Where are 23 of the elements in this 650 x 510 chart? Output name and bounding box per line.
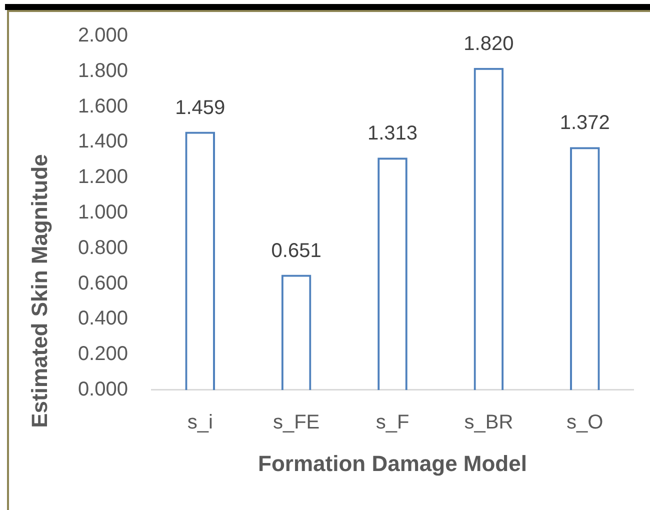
y-tick-label: 1.800 [78, 60, 128, 82]
y-tick-label: 1.200 [78, 166, 128, 188]
x-tick-label: s_F [376, 412, 410, 434]
y-tick-label: 0.800 [78, 236, 128, 259]
y-axis-title: Estimated Skin Magnitude [27, 154, 52, 428]
y-tick-label: 0.000 [78, 378, 128, 401]
y-tick-label: 0.600 [78, 272, 128, 294]
y-tick-label: 1.000 [78, 202, 128, 224]
x-tick-label: s_FE [272, 412, 320, 434]
x-tick-label: s_O [566, 412, 604, 434]
y-tick-label: 1.600 [78, 95, 128, 118]
data-label: 1.372 [560, 112, 610, 134]
data-label: 1.820 [464, 32, 514, 55]
y-tick-label: 0.200 [78, 343, 128, 366]
x-axis-title: Formation Damage Model [258, 450, 527, 476]
x-tick-label: s_i [187, 412, 213, 434]
x-tick-label: s_BR [464, 412, 514, 434]
data-label: 1.459 [175, 96, 226, 119]
y-tick-label: 2.000 [78, 24, 128, 47]
data-label: 0.651 [271, 240, 322, 262]
y-tick-label: 1.400 [78, 130, 128, 153]
data-label: 1.313 [367, 122, 418, 145]
y-tick-label: 0.400 [78, 308, 128, 330]
